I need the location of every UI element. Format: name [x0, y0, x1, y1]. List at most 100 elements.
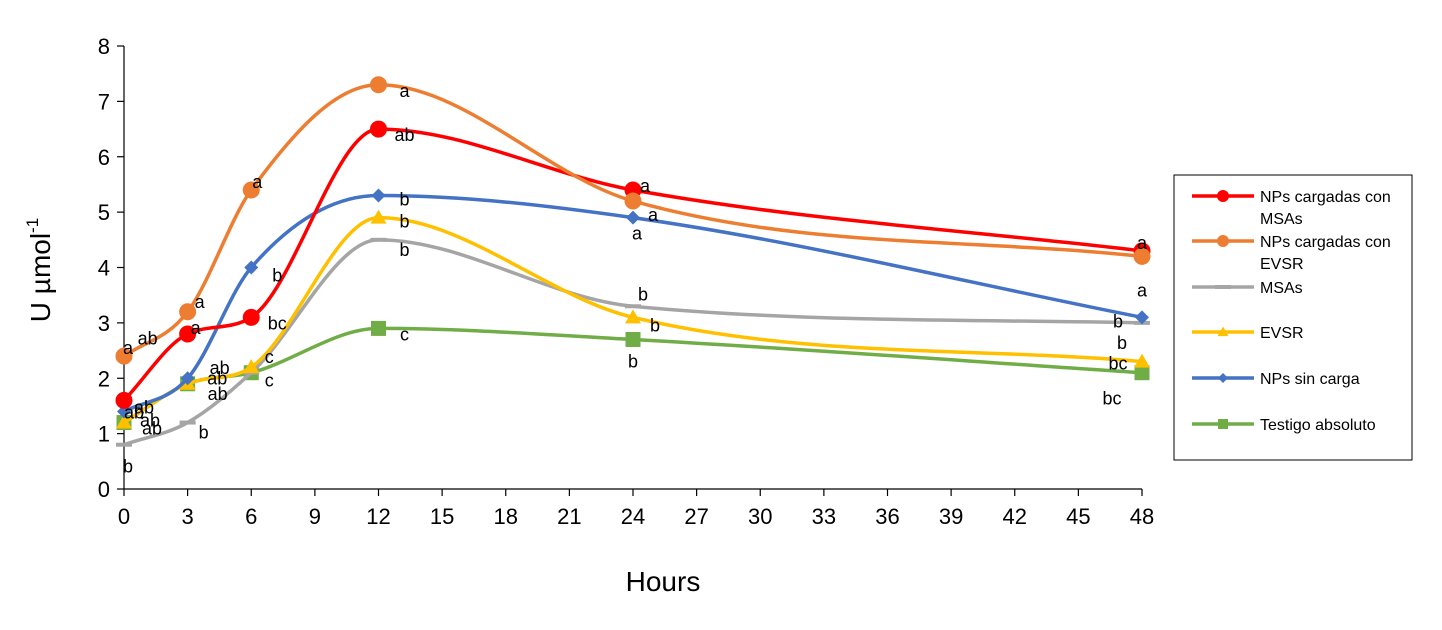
- legend-entry: Testigo absoluto: [1192, 417, 1376, 434]
- significance-label: bc: [1102, 389, 1121, 409]
- significance-label: a: [1137, 280, 1148, 300]
- legend-label: MSAs: [1260, 211, 1303, 228]
- significance-label: ab: [140, 411, 160, 431]
- significance-label: bc: [268, 313, 287, 333]
- x-tick-label: 48: [1130, 504, 1154, 529]
- legend-label: EVSR: [1260, 256, 1304, 273]
- data-point: [242, 181, 260, 199]
- legend-box: [1173, 174, 1413, 461]
- x-tick-label: 27: [684, 504, 708, 529]
- data-point: [1135, 310, 1149, 325]
- significance-label: ab: [394, 125, 414, 145]
- y-tick-label: 0: [98, 477, 110, 502]
- data-point: [370, 209, 387, 224]
- data-point: [370, 76, 387, 94]
- significance-label: ab: [210, 358, 230, 378]
- legend-swatch-marker: [1215, 285, 1231, 289]
- significance-label: a: [195, 292, 206, 312]
- y-tick-label: 1: [98, 422, 110, 447]
- y-axis-title-sup: -1: [23, 218, 42, 233]
- significance-label: a: [123, 338, 134, 358]
- legend-label: NPs cargadas con: [1260, 189, 1391, 206]
- legend-swatch-marker: [1217, 326, 1229, 337]
- significance-label: ab: [142, 419, 162, 439]
- significance-label: c: [400, 324, 409, 344]
- data-point: [179, 303, 197, 321]
- x-tick-label: 3: [182, 504, 194, 529]
- series-evsr: [116, 209, 1150, 429]
- legend: NPs cargadas con MSAs NPs cargadas con EVSR…: [1173, 174, 1413, 461]
- significance-label: ab: [138, 328, 158, 348]
- y-axis-title: U µmol-1: [23, 218, 56, 322]
- significance-label: ab: [208, 384, 228, 404]
- data-point: [625, 309, 641, 324]
- significance-label: c: [265, 371, 274, 391]
- significance-label: a: [632, 224, 643, 244]
- x-tick-label: 21: [557, 504, 581, 529]
- x-tick-label: 24: [621, 504, 645, 529]
- significance-label: a: [1137, 233, 1148, 253]
- data-point: [371, 188, 386, 203]
- y-axis-title-main: U µmol: [25, 233, 56, 322]
- data-point: [625, 331, 641, 347]
- significance-label: bc: [1108, 354, 1127, 374]
- data-point: [243, 359, 260, 374]
- data-point: [116, 414, 132, 429]
- data-point: [244, 260, 259, 275]
- x-tick-label: 6: [245, 504, 257, 529]
- data-point: [370, 120, 387, 138]
- y-tick-label: 5: [98, 200, 110, 225]
- x-tick-label: 9: [309, 504, 321, 529]
- legend-swatch-marker: [1218, 373, 1228, 383]
- data-point: [1133, 247, 1151, 265]
- x-tick-label: 30: [748, 504, 772, 529]
- data-point: [115, 391, 133, 409]
- significance-label: a: [252, 172, 263, 192]
- y-tick-label: 8: [98, 34, 110, 59]
- x-axis-title: Hours: [626, 566, 701, 597]
- legend-entry: NPs cargadas con MSAs: [1192, 189, 1391, 228]
- data-point: [115, 347, 133, 365]
- series-layer: [115, 76, 1151, 447]
- significance-label: b: [272, 266, 282, 286]
- significance-label: a: [191, 318, 202, 338]
- series-line: [122, 215, 1144, 425]
- x-tick-label: 12: [366, 504, 390, 529]
- legend-swatch-marker: [1217, 235, 1229, 247]
- x-tick-label: 18: [494, 504, 518, 529]
- legend-label: NPs sin carga: [1260, 371, 1360, 388]
- legend-entry: EVSR: [1192, 325, 1304, 342]
- significance-label: b: [399, 190, 409, 210]
- data-point: [116, 442, 132, 447]
- significance-label: b: [123, 457, 133, 477]
- data-point: [626, 210, 640, 225]
- y-tick-labels: 0 1 2 3 4 5 6 7 8: [98, 34, 124, 502]
- significance-label: c: [265, 347, 274, 367]
- data-point: [179, 325, 197, 343]
- data-point: [625, 304, 641, 309]
- significance-label: a: [648, 205, 659, 225]
- legend-label: NPs cargadas con: [1260, 234, 1391, 251]
- x-tick-label: 0: [118, 504, 130, 529]
- x-tick-labels: 0 3 6 9 12 15 18 21 24 27 30 33 36 39 42 45 48: [118, 489, 1154, 529]
- significance-label: b: [399, 212, 409, 232]
- x-tick-label: 33: [812, 504, 836, 529]
- y-tick-label: 7: [98, 89, 110, 114]
- legend-label: MSAs: [1260, 280, 1303, 297]
- significance-label: a: [399, 81, 410, 101]
- legend-entry: NPs sin carga: [1192, 371, 1360, 388]
- y-tick-label: 6: [98, 145, 110, 170]
- significance-label: b: [1113, 311, 1123, 331]
- data-point: [624, 192, 642, 210]
- y-tick-label: 3: [98, 311, 110, 336]
- significance-label: ab: [134, 397, 154, 417]
- significance-labels: aba bcabaaaaaaaabbabbbbababcbbbcababbbaba…: [123, 81, 1148, 477]
- legend-label: Testigo absoluto: [1260, 417, 1376, 434]
- x-tick-label: 45: [1066, 504, 1090, 529]
- x-tick-label: 15: [430, 504, 454, 529]
- x-tick-label: 36: [875, 504, 899, 529]
- legend-swatch-marker: [1217, 190, 1229, 202]
- data-point: [242, 308, 260, 326]
- significance-label: ab: [207, 369, 227, 389]
